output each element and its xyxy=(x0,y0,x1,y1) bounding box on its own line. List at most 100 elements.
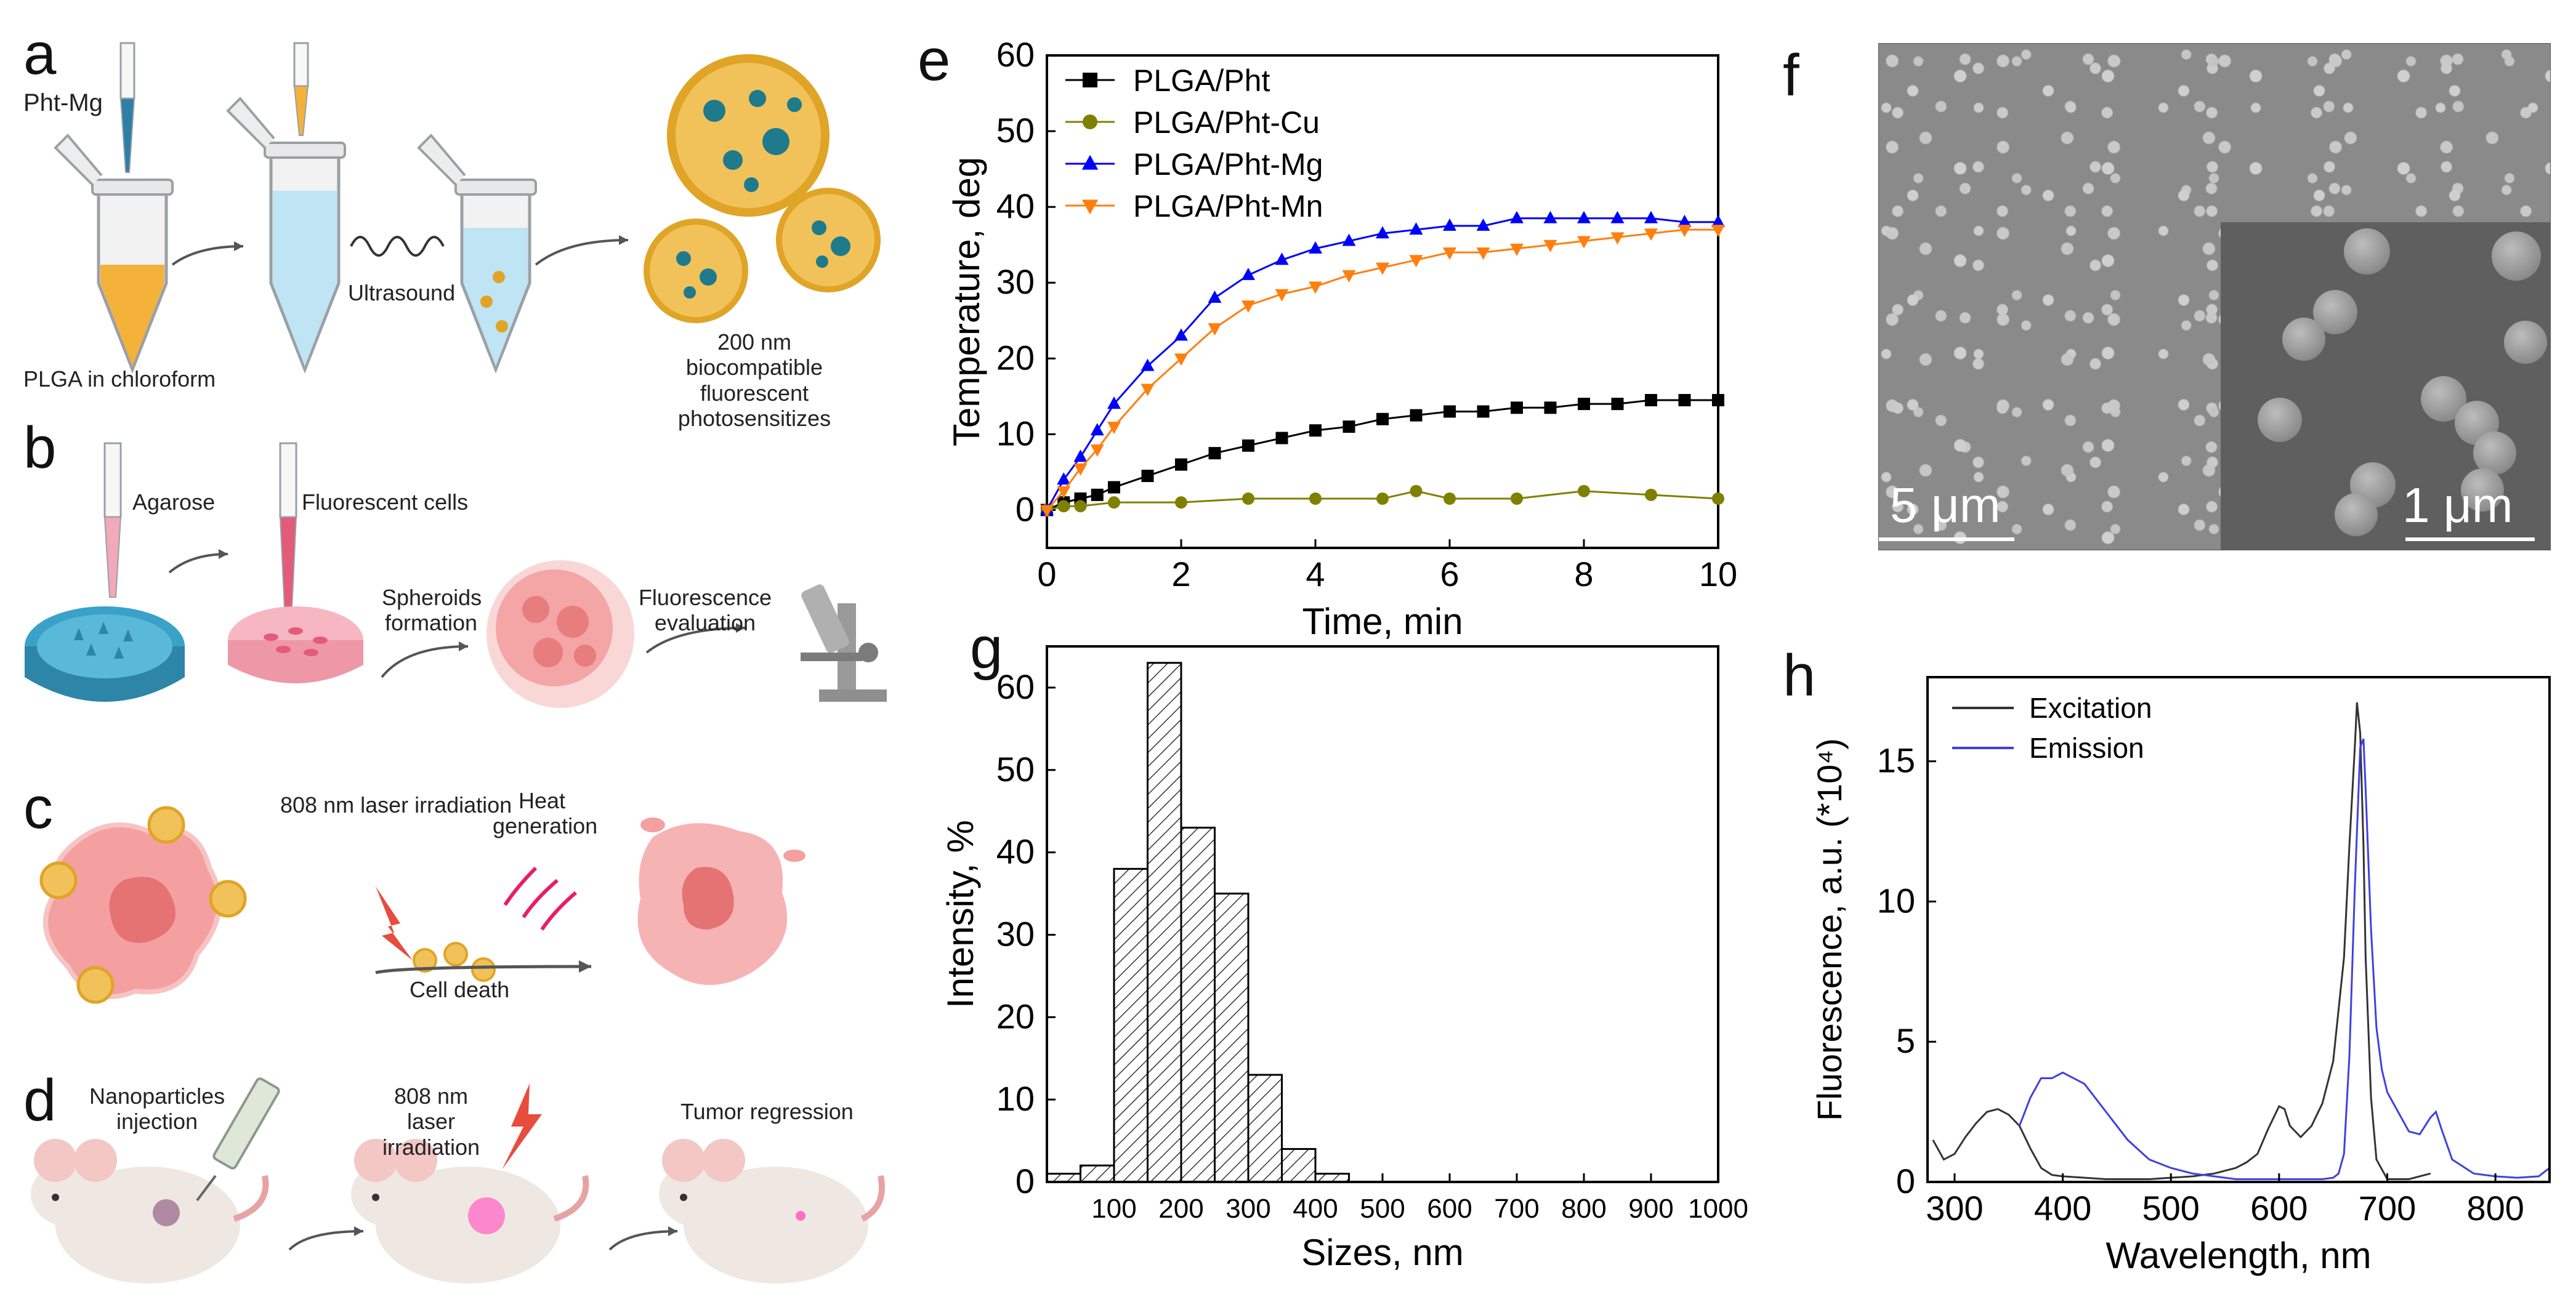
scale-bar-inset xyxy=(2405,537,2535,541)
sem-inset xyxy=(2221,222,2550,550)
nanoparticle-large-icon xyxy=(667,54,830,217)
y-tick-label: 10 xyxy=(996,414,1035,452)
data-point xyxy=(1476,247,1490,260)
data-point xyxy=(1611,398,1624,411)
cell-death-label: Cell death xyxy=(410,977,510,1002)
data-point xyxy=(1309,492,1322,505)
data-point xyxy=(1108,481,1120,494)
data-point xyxy=(1443,218,1456,231)
data-point xyxy=(1242,267,1255,280)
data-point xyxy=(1208,323,1222,336)
data-point xyxy=(1711,214,1725,227)
data-point xyxy=(1644,228,1658,241)
data-point xyxy=(1477,405,1490,418)
data-point xyxy=(1510,243,1524,256)
panel-label-f: f xyxy=(1783,42,1799,108)
data-point xyxy=(1443,492,1456,505)
nanoparticle-small-right-icon xyxy=(776,188,881,292)
data-point xyxy=(1242,439,1254,452)
x-tick-label: 400 xyxy=(2034,1189,2091,1228)
y-tick-label: 30 xyxy=(996,914,1035,953)
x-tick-label: 2 xyxy=(1171,555,1190,593)
laser-label-c: 808 nm laser irradiation xyxy=(280,792,512,818)
x-tick-label: 300 xyxy=(1225,1194,1270,1224)
data-point xyxy=(1645,488,1657,501)
data-point xyxy=(1073,449,1088,462)
fluorescence-eval-label: Fluorescence evaluation xyxy=(638,585,772,636)
data-point xyxy=(1712,492,1724,505)
data-point xyxy=(1208,447,1221,460)
panel-label-h: h xyxy=(1783,643,1816,709)
data-point xyxy=(1544,401,1557,414)
tube-3-icon xyxy=(417,134,537,374)
y-tick-label: 40 xyxy=(996,187,1035,225)
data-point xyxy=(1242,492,1254,505)
y-tick-label: 60 xyxy=(996,37,1035,74)
data-point xyxy=(1208,290,1222,303)
x-tick-label: 1000 xyxy=(1688,1194,1748,1224)
spheroid-icon xyxy=(487,560,634,708)
series-emission xyxy=(2018,738,2550,1180)
histogram-bar xyxy=(1080,1164,1115,1183)
data-point xyxy=(1057,500,1070,513)
data-point xyxy=(1090,444,1104,457)
x-tick-label: 600 xyxy=(1427,1194,1472,1224)
series-plga-pht-cu xyxy=(1041,484,1724,516)
histogram-bar xyxy=(1281,1147,1317,1183)
arrow-d1-icon xyxy=(288,1230,364,1251)
fluorescent-cells-label: Fluorescent cells xyxy=(302,489,469,515)
x-tick-label: 600 xyxy=(2250,1189,2307,1228)
plot-frame xyxy=(1046,54,1719,549)
data-point xyxy=(1309,424,1322,437)
x-tick-label: 700 xyxy=(1494,1194,1539,1224)
panel-label-a: a xyxy=(23,21,57,87)
microscope-icon xyxy=(801,584,887,702)
data-point xyxy=(1175,458,1187,471)
panel-label-g: g xyxy=(970,615,1003,681)
x-tick-label: 400 xyxy=(1293,1194,1338,1224)
arrow-b2-icon xyxy=(381,645,469,678)
x-tick-label: 8 xyxy=(1574,555,1593,593)
chart-temperature: 0 2 4 6 8 10 0 10 20 30 40 50 60 Time, min Temperature… xyxy=(946,37,1737,642)
data-point xyxy=(1242,300,1255,313)
data-point xyxy=(1376,226,1389,239)
data-point xyxy=(1091,488,1104,501)
data-point xyxy=(1107,422,1121,435)
x-tick-label: 500 xyxy=(2142,1189,2199,1228)
laser-label-d: 808 nm laser irradiation xyxy=(382,1083,480,1160)
series-plga-pht-mg xyxy=(1040,211,1725,515)
data-point xyxy=(1578,398,1590,411)
x-tick-label: 6 xyxy=(1440,555,1459,593)
data-point xyxy=(1410,409,1423,422)
pipette-1-icon xyxy=(119,42,135,173)
data-point xyxy=(1577,236,1591,249)
data-point xyxy=(1610,232,1625,245)
data-point xyxy=(1309,281,1322,294)
spheroids-label: Spheroids formation xyxy=(382,585,482,636)
pipette-agarose-icon xyxy=(103,442,122,598)
x-tick-label: 700 xyxy=(2359,1189,2416,1228)
ultrasound-wave-icon xyxy=(350,236,445,257)
histogram-bar xyxy=(1314,1173,1350,1183)
data-point xyxy=(1342,233,1356,246)
nanoparticles-c-icon xyxy=(413,942,496,982)
data-point xyxy=(1107,396,1121,409)
data-point xyxy=(1376,262,1389,275)
panel-label-d: d xyxy=(23,1067,57,1133)
legend-label: Emission xyxy=(2029,732,2144,764)
data-point xyxy=(1409,255,1423,268)
legend-label: PLGA/Pht-Cu xyxy=(1133,105,1320,140)
sem-image: 5 μm 1 μm xyxy=(1878,43,2551,550)
arrow-b3-icon xyxy=(645,627,746,654)
data-point xyxy=(1175,496,1187,509)
pipette-cells-icon xyxy=(279,442,297,622)
series-excitation xyxy=(1932,702,2431,1180)
data-point xyxy=(1443,405,1456,418)
histogram-bar xyxy=(1180,826,1216,1183)
x-tick-label: 800 xyxy=(1561,1194,1606,1224)
data-point xyxy=(1275,432,1288,444)
arrow-2-icon xyxy=(535,239,629,266)
legend-label: PLGA/Pht xyxy=(1133,63,1270,98)
histogram-bar xyxy=(1247,1074,1283,1183)
x-axis-label: Wavelength, nm xyxy=(2106,1235,2371,1276)
